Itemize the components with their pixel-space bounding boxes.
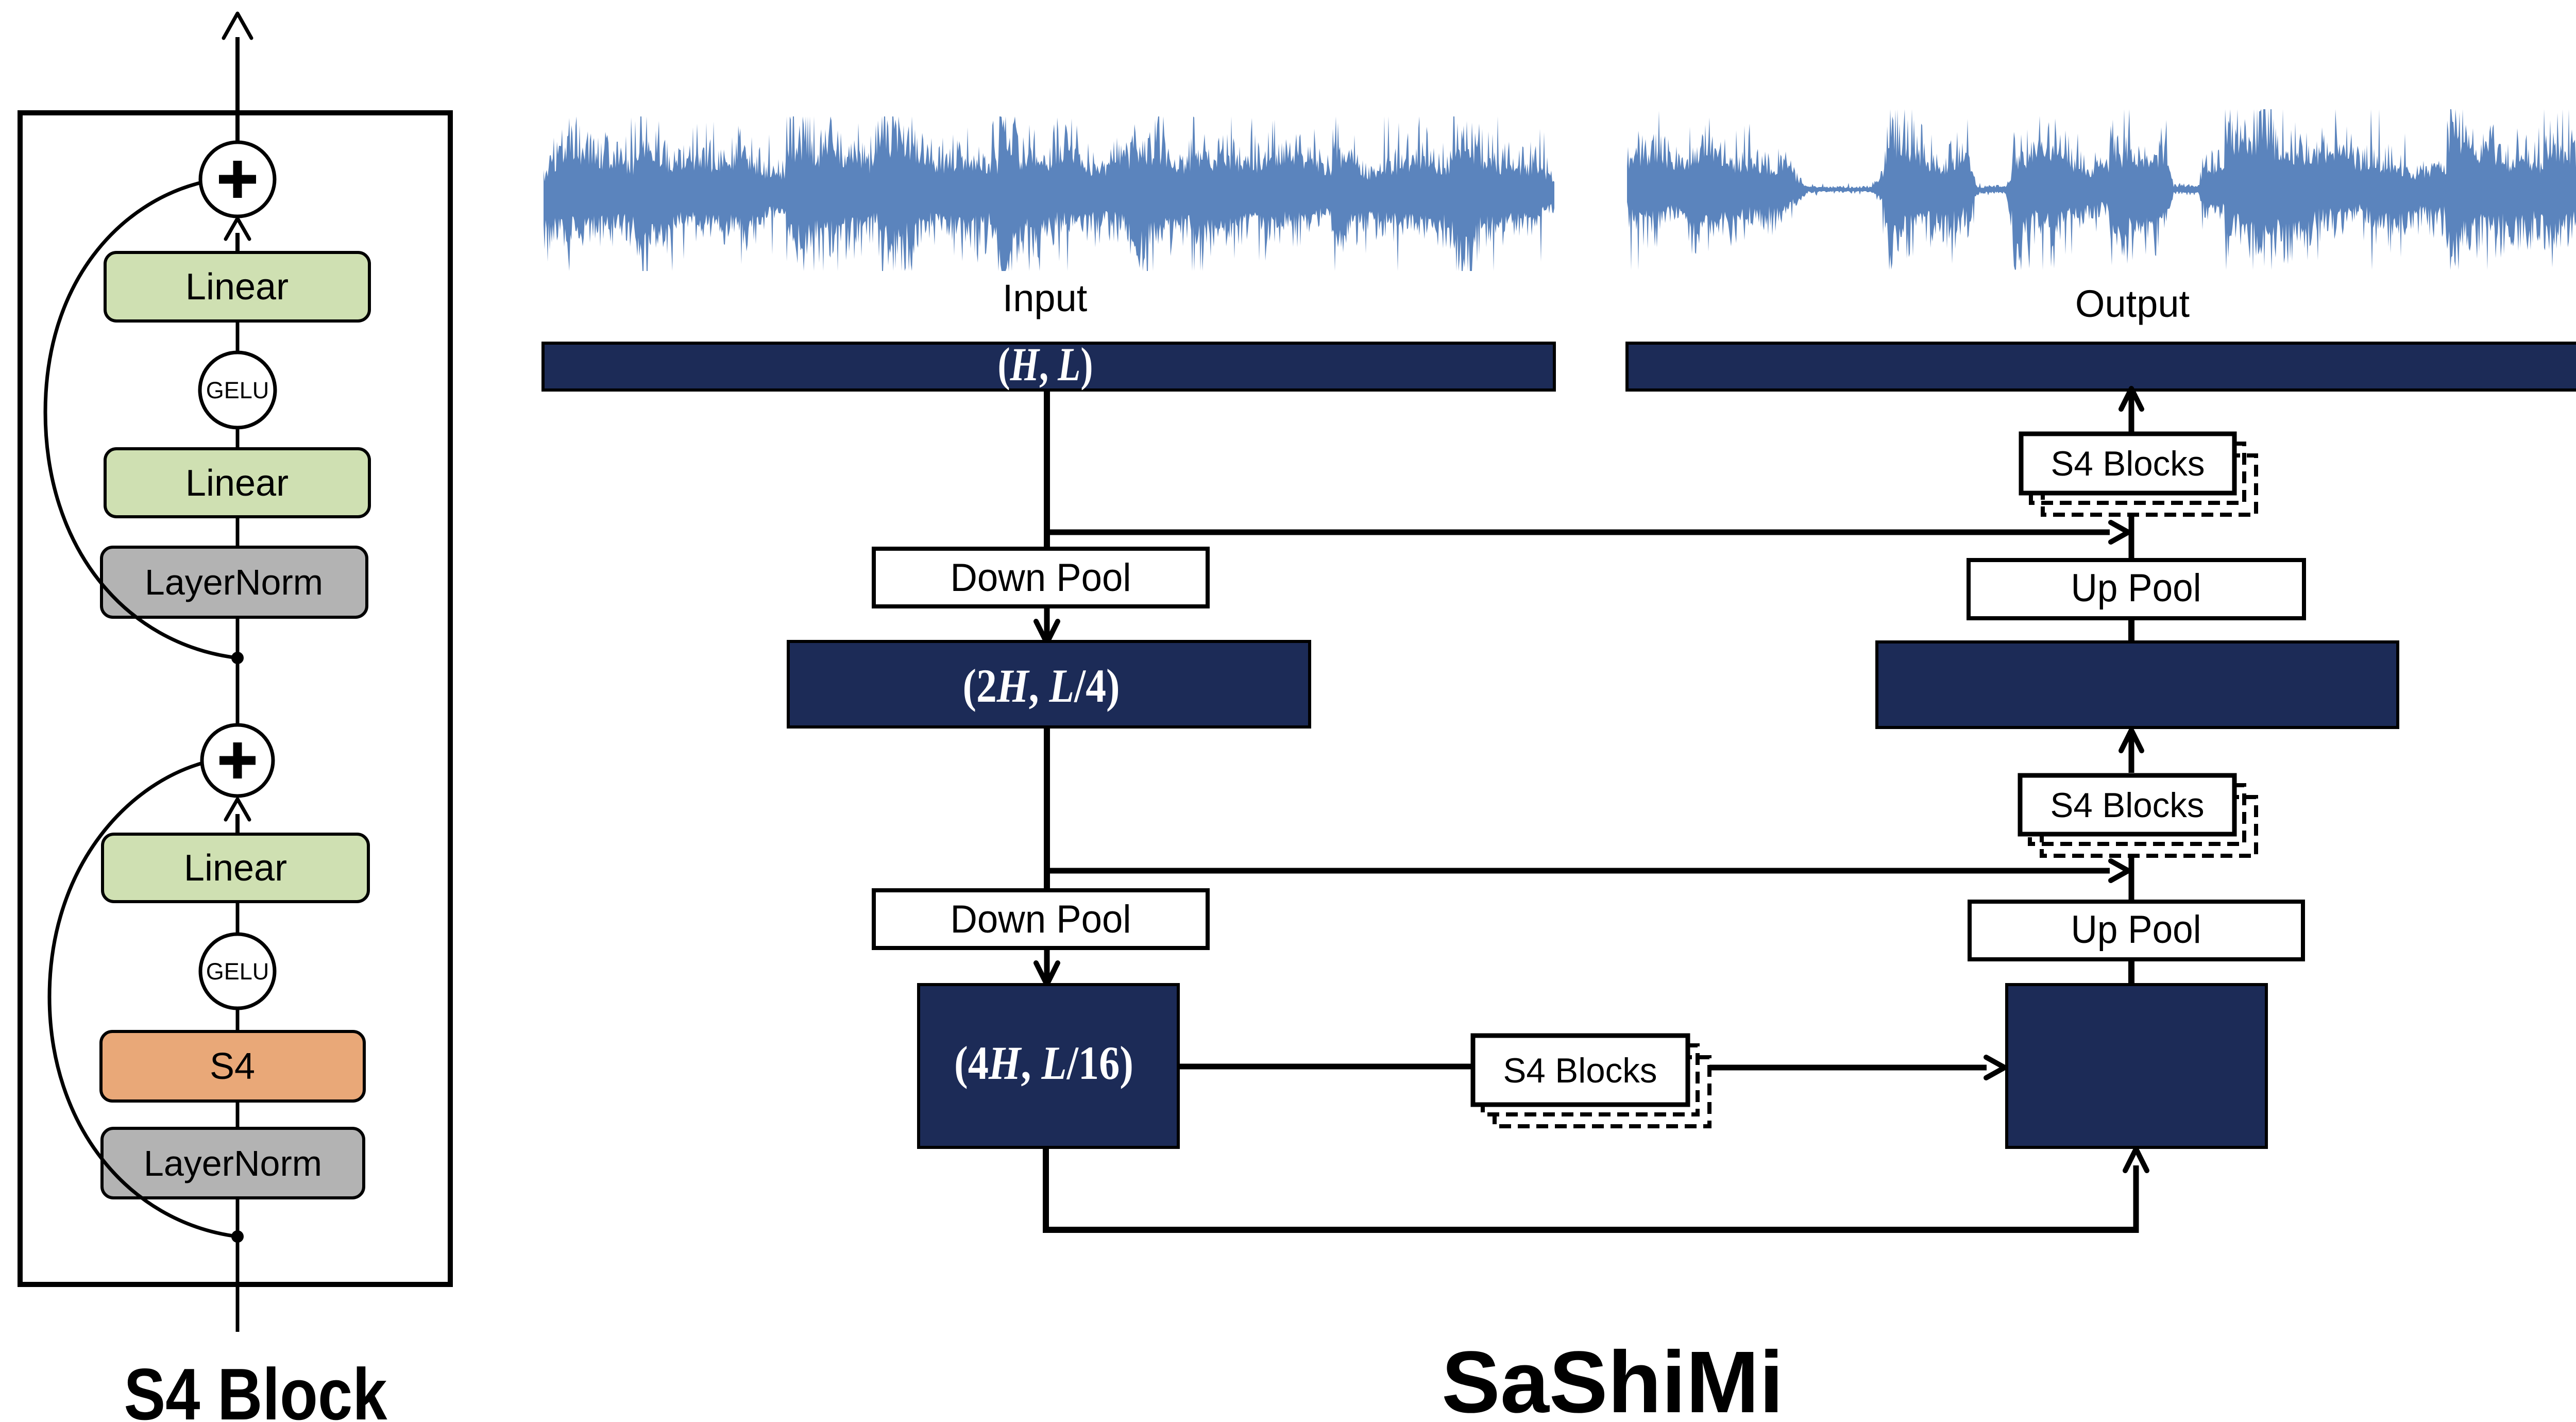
svg-text:Up Pool: Up Pool bbox=[2071, 908, 2201, 952]
svg-text:Down Pool: Down Pool bbox=[951, 556, 1131, 600]
svg-text:Down Pool: Down Pool bbox=[951, 898, 1131, 941]
svg-text:S4 Blocks: S4 Blocks bbox=[2051, 444, 2205, 483]
svg-text:S4: S4 bbox=[210, 1046, 255, 1087]
svg-text:Linear: Linear bbox=[185, 266, 289, 308]
svg-text:Up Pool: Up Pool bbox=[2071, 566, 2201, 610]
svg-text:LayerNorm: LayerNorm bbox=[145, 562, 323, 602]
svg-text:Linear: Linear bbox=[185, 463, 289, 504]
svg-text:LayerNorm: LayerNorm bbox=[144, 1143, 322, 1183]
svg-text:SaShiMi: SaShiMi bbox=[1442, 1333, 1784, 1422]
svg-text:GELU: GELU bbox=[206, 958, 269, 985]
svg-text:S4 Block: S4 Block bbox=[124, 1353, 388, 1422]
svg-text:S4 Blocks: S4 Blocks bbox=[2050, 786, 2205, 825]
svg-text:(4H, L/16): (4H, L/16) bbox=[954, 1037, 1133, 1089]
svg-text:S4 Blocks: S4 Blocks bbox=[1503, 1051, 1657, 1090]
svg-text:(H, L): (H, L) bbox=[998, 338, 1093, 391]
svg-text:Linear: Linear bbox=[184, 848, 287, 889]
svg-text:Input: Input bbox=[1003, 277, 1088, 319]
svg-text:Output: Output bbox=[2075, 282, 2190, 325]
svg-text:GELU: GELU bbox=[206, 377, 269, 403]
svg-text:(2H, L/4): (2H, L/4) bbox=[963, 659, 1120, 712]
